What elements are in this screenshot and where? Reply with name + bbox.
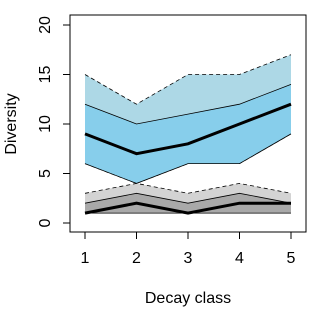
- y-tick-label: 20: [37, 16, 54, 34]
- band-edge: [84, 192, 292, 204]
- x-tick-label: 5: [287, 250, 296, 267]
- y-tick-label: 0: [37, 218, 54, 227]
- x-tick-label: 2: [132, 250, 141, 267]
- band-fill: [85, 193, 137, 214]
- y-tick-label: 5: [37, 169, 54, 178]
- mean-line: [84, 201, 291, 215]
- band-fill: [136, 193, 188, 214]
- y-axis-label: Diversity: [3, 93, 20, 154]
- x-tick-label: 3: [184, 250, 193, 267]
- x-axis-label: Decay class: [145, 290, 231, 307]
- band-fill: [239, 84, 291, 164]
- x-tick-label: 4: [235, 250, 244, 267]
- band-edge: [84, 133, 292, 184]
- y-tick-label: 10: [37, 115, 54, 133]
- x-tick-label: 1: [81, 250, 90, 267]
- y-tick-label: 15: [37, 66, 54, 84]
- band-fill: [188, 193, 240, 214]
- mean-line: [84, 102, 292, 156]
- band-edge: [84, 84, 292, 125]
